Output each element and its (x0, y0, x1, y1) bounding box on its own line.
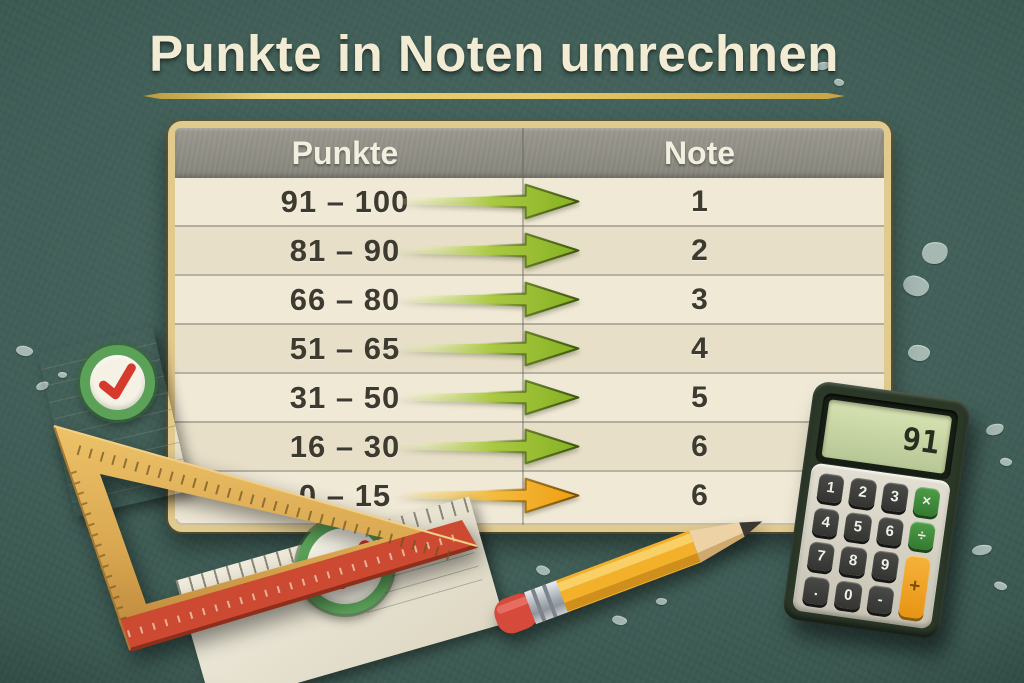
key-7: 7 (806, 540, 836, 572)
table-header: Punkte Note (175, 128, 884, 178)
key-9: 9 (870, 549, 900, 581)
key-1: 1 (816, 472, 846, 504)
arrow-right-icon (393, 232, 580, 269)
page-title: Punkte in Noten umrechnen (149, 25, 839, 82)
set-square-ruler (53, 425, 478, 652)
plus-key: + (897, 554, 932, 620)
arrow-right-icon (393, 281, 580, 318)
decimal-key: . (801, 575, 831, 606)
key-6: 6 (875, 515, 905, 547)
minus-key: - (865, 584, 895, 615)
key-2: 2 (848, 477, 878, 508)
arrow-right-icon (393, 330, 580, 367)
pencil (494, 521, 763, 634)
key-3: 3 (880, 481, 910, 513)
calculator: 91 1 2 3 × 4 5 6 ÷ 7 8 9 +. 0- (781, 380, 972, 640)
key-4: 4 (811, 506, 841, 538)
calculator-display: 91 (821, 399, 953, 474)
ruler-red-edge (118, 520, 477, 650)
page-title-wrap: Punkte in Noten umrechnen (0, 24, 1024, 83)
divide-key: ÷ (907, 520, 937, 551)
table-row: 81 – 90 2 (175, 225, 884, 274)
key-0: 0 (833, 579, 863, 611)
calculator-keypad: 1 2 3 × 4 5 6 ÷ 7 8 9 +. 0- (791, 462, 952, 630)
title-underline (143, 93, 845, 99)
table-row: 51 – 65 4 (175, 323, 884, 372)
points-column-header: Punkte (291, 134, 399, 171)
table-row: 91 – 100 1 (175, 178, 884, 225)
multiply-key: × (912, 486, 941, 517)
key-5: 5 (843, 511, 873, 543)
table-row: 66 – 80 3 (175, 274, 884, 323)
arrow-right-icon (393, 183, 580, 220)
key-8: 8 (838, 545, 868, 577)
note-column-header: Note (663, 134, 736, 171)
